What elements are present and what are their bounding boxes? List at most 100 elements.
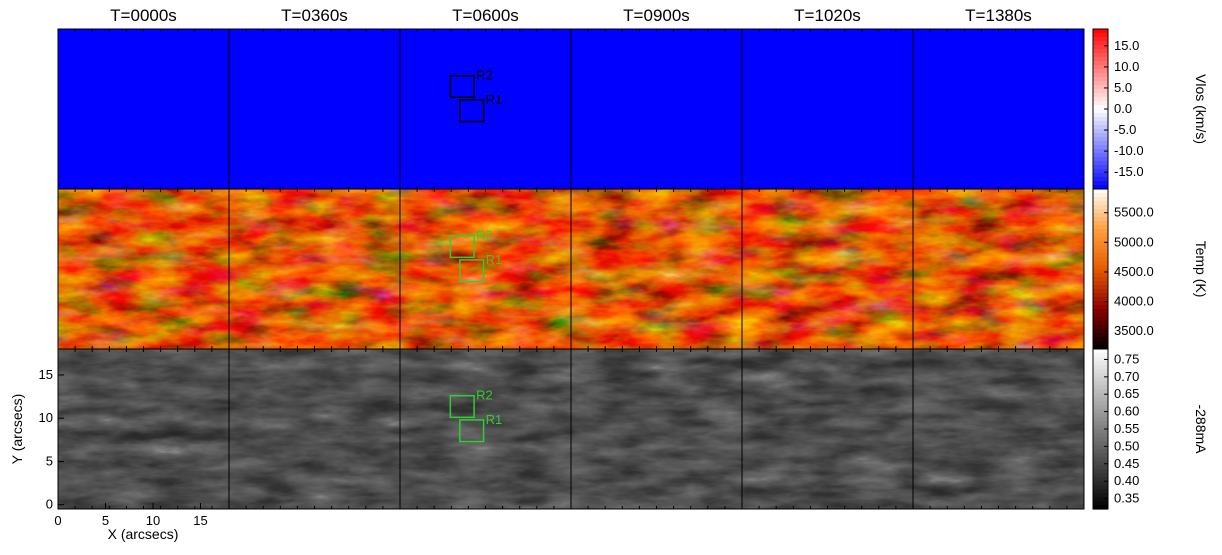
panel-temp-3 <box>400 189 571 349</box>
colorbar-intensity-cell <box>1093 357 1108 362</box>
colorbar-temp-cell <box>1093 345 1108 350</box>
colorbar-intensity-cell <box>1093 373 1108 378</box>
colorbar-temp-tick-label: 5000.0 <box>1114 234 1154 249</box>
colorbar-intensity-cell <box>1093 501 1108 506</box>
colorbar-intensity-cell <box>1093 409 1108 414</box>
panel-temp-6 <box>913 189 1084 349</box>
colorbar-vlos-cell <box>1093 65 1108 70</box>
region-box-r1 <box>459 259 485 283</box>
colorbar-temp-cell <box>1093 329 1108 334</box>
colorbar-temp-cell <box>1093 281 1108 286</box>
region-label-r1: R1 <box>486 412 503 427</box>
colorbar-vlos-tick-label: 0.0 <box>1114 101 1132 116</box>
colorbar-temp-cell <box>1093 337 1108 342</box>
colorbar-temp-cell <box>1093 269 1108 274</box>
time-title-4: T=0900s <box>623 6 690 25</box>
region-box-r1 <box>459 419 485 443</box>
panel-vlos-1 <box>58 29 229 189</box>
colorbar-intensity-tick-label: 0.50 <box>1114 438 1139 453</box>
colorbar-vlos-cell <box>1093 45 1108 50</box>
colorbar-intensity-cell <box>1093 397 1108 402</box>
colorbar-temp-tick-label: 3500.0 <box>1114 323 1154 338</box>
colorbar-intensity-tick-label: 0.55 <box>1114 421 1139 436</box>
colorbar-intensity-tick-label: 0.60 <box>1114 404 1139 419</box>
colorbar-temp-cell <box>1093 193 1108 198</box>
region-label-r1: R1 <box>486 92 503 107</box>
colorbar-vlos-cell <box>1093 129 1108 134</box>
colorbar-intensity-cell <box>1093 441 1108 446</box>
panel-vlos-6 <box>913 29 1084 189</box>
colorbar-intensity-tick-label: 0.75 <box>1114 351 1139 366</box>
colorbar-vlos-cell <box>1093 133 1108 138</box>
panel-vlos-3 <box>400 29 571 189</box>
colorbar-vlos-cell <box>1093 37 1108 42</box>
panel-intensity-5 <box>742 349 913 509</box>
colorbar-temp-cell <box>1093 245 1108 250</box>
panel-temp-2 <box>229 189 400 349</box>
colorbar-temp-cell <box>1093 321 1108 326</box>
colorbar-intensity-tick-label: 0.65 <box>1114 386 1139 401</box>
time-title-5: T=1020s <box>794 6 861 25</box>
region-box-r2 <box>449 394 475 419</box>
colorbar-intensity-cell <box>1093 433 1108 438</box>
region-boxes: R2 R1 R2 R1 R2 R1 <box>449 68 503 443</box>
colorbar-vlos-cell <box>1093 97 1108 102</box>
colorbar-vlos-tick-label: -10.0 <box>1114 143 1144 158</box>
xtick-label: 10 <box>146 513 160 528</box>
colorbar-vlos-cell <box>1093 153 1108 158</box>
colorbar-intensity-cell <box>1093 477 1108 482</box>
colorbar-intensity-cell <box>1093 377 1108 382</box>
region-box-r2 <box>449 74 475 99</box>
panel-vlos-2 <box>229 29 400 189</box>
colorbar-vlos-cell <box>1093 89 1108 94</box>
panel-grid <box>57 28 1085 510</box>
time-title-6: T=1380s <box>965 6 1032 25</box>
colorbar-intensity-tick-label: 0.40 <box>1114 473 1139 488</box>
region-label-r2: R2 <box>476 388 493 403</box>
time-title-1: T=0000s <box>110 6 177 25</box>
colorbar-temp-cell <box>1093 341 1108 346</box>
colorbar-temp-cell <box>1093 305 1108 310</box>
x-axis-label: X (arcsecs) <box>108 526 179 542</box>
colorbar-temp-cell <box>1093 217 1108 222</box>
colorbar-temp-cell <box>1093 221 1108 226</box>
colorbar-temp-label: Temp (K) <box>1193 241 1209 298</box>
colorbar-vlos-cell <box>1093 145 1108 150</box>
colorbar-intensity-cell <box>1093 401 1108 406</box>
colorbar-intensity-cell <box>1093 361 1108 366</box>
colorbar-vlos-cell <box>1093 185 1108 190</box>
colorbar-vlos-cell <box>1093 73 1108 78</box>
panel-vlos-4 <box>571 29 742 189</box>
colorbar-intensity-cell <box>1093 469 1108 474</box>
colorbar-vlos-cell <box>1093 81 1108 86</box>
colorbar-vlos-cell <box>1093 137 1108 142</box>
colorbar-temp-cell <box>1093 309 1108 314</box>
colorbar-vlos-cell <box>1093 161 1108 166</box>
colorbar-intensity-cell <box>1093 349 1108 354</box>
colorbar-intensity-cell <box>1093 437 1108 442</box>
colorbar-vlos-cell <box>1093 109 1108 114</box>
colorbar-vlos-cell <box>1093 177 1108 182</box>
xtick-label: 0 <box>54 513 61 528</box>
colorbar-vlos-cell <box>1093 149 1108 154</box>
colorbar-temp-cell <box>1093 253 1108 258</box>
colorbar-vlos-cell <box>1093 41 1108 46</box>
colorbar-intensity-cell <box>1093 389 1108 394</box>
colorbar-temp-cell <box>1093 241 1108 246</box>
colorbar-vlos-cell <box>1093 141 1108 146</box>
ytick-label: 5 <box>46 453 53 468</box>
colorbar-intensity-cell <box>1093 505 1108 510</box>
colorbar-vlos-cell <box>1093 93 1108 98</box>
colorbar-temp-cell <box>1093 189 1108 194</box>
colorbar-intensity-cell <box>1093 425 1108 430</box>
colorbar-temp-cell <box>1093 333 1108 338</box>
colorbar-intensity-cell <box>1093 497 1108 502</box>
colorbar-intensity-cell <box>1093 417 1108 422</box>
colorbar-intensity-tick-label: 0.45 <box>1114 456 1139 471</box>
panel-temp-1 <box>58 189 229 349</box>
panel-intensity-3 <box>400 349 571 509</box>
colorbar-vlos-cell <box>1093 69 1108 74</box>
colorbar-intensity-cell <box>1093 353 1108 358</box>
panel-vlos-5 <box>742 29 913 189</box>
colorbar-vlos-cell <box>1093 105 1108 110</box>
